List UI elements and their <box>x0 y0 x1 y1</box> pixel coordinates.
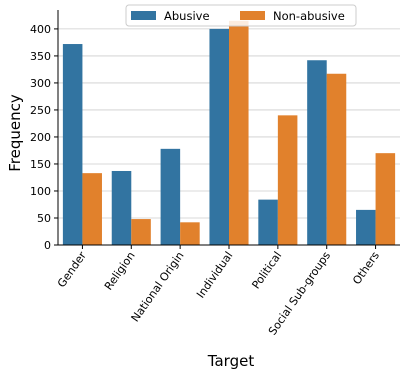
bar-abusive-gender <box>62 44 83 245</box>
y-tick-label: 250 <box>30 104 51 117</box>
bar-non-abusive-social-sub-groups <box>326 73 347 245</box>
bar-abusive-national-origin <box>160 148 181 245</box>
legend: Abusive Non-abusive <box>125 4 357 27</box>
y-tick-label: 50 <box>37 212 51 225</box>
y-tick-label: 200 <box>30 131 51 144</box>
x-tick-label: National Origin <box>129 249 187 324</box>
x-tick-label: Gender <box>55 249 89 290</box>
y-tick-label: 0 <box>44 239 51 252</box>
bar-non-abusive-gender <box>82 173 102 245</box>
bar-abusive-social-sub-groups <box>307 60 327 245</box>
legend-label: Abusive <box>164 9 210 23</box>
bar-abusive-others <box>356 209 376 245</box>
y-tick-label: 100 <box>30 185 51 198</box>
x-tick-label: Political <box>249 249 284 291</box>
bar-non-abusive-political <box>277 115 298 246</box>
bar-abusive-religion <box>111 170 132 245</box>
y-axis-title: Frequency <box>6 94 24 172</box>
legend-swatch <box>131 11 156 20</box>
x-tick-label: Individual <box>194 249 235 300</box>
bar-non-abusive-religion <box>131 219 151 245</box>
x-tick-label: Religion <box>102 249 138 292</box>
bar-abusive-individual <box>209 28 229 245</box>
y-tick-label: 400 <box>30 23 51 36</box>
y-tick-label: 150 <box>30 158 51 171</box>
bar-non-abusive-individual <box>229 20 249 246</box>
y-ticks: 0 50 100 150 200 250 300 350 400 <box>30 23 58 252</box>
y-tick-label: 300 <box>30 77 51 90</box>
bar-non-abusive-others <box>375 153 396 245</box>
x-tick-label: Others <box>350 249 382 287</box>
legend-swatch <box>240 11 265 20</box>
bars <box>62 20 396 246</box>
x-axis-title: Target <box>207 352 255 370</box>
y-tick-label: 350 <box>30 50 51 63</box>
bar-abusive-political <box>258 199 278 245</box>
bar-non-abusive-national-origin <box>180 222 200 245</box>
legend-label: Non-abusive <box>273 9 345 23</box>
